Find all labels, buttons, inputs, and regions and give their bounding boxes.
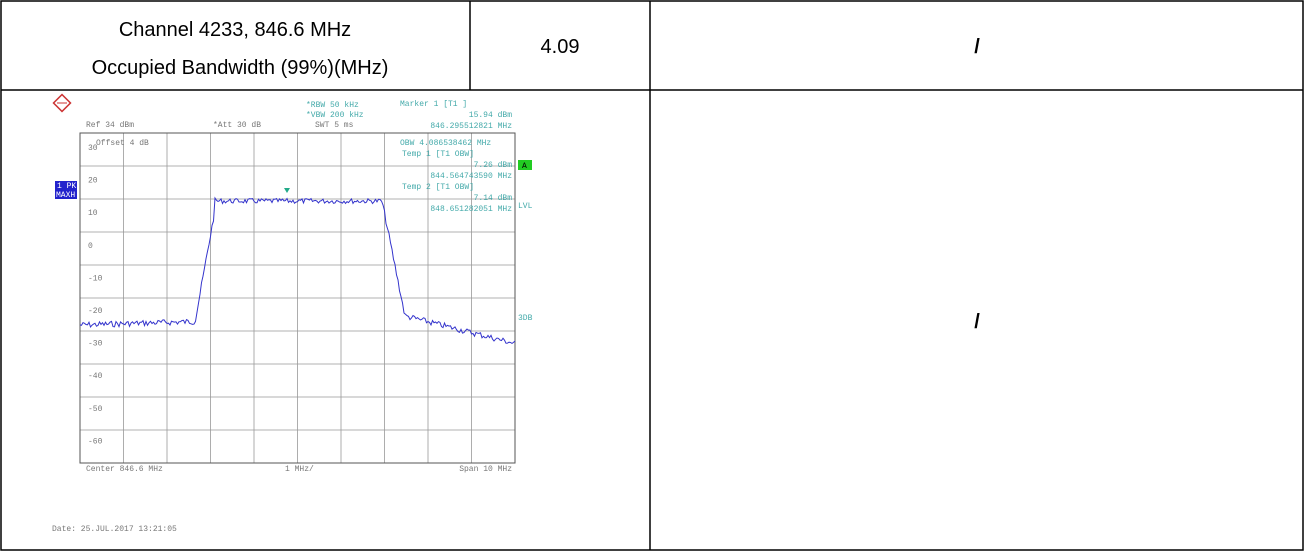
plot-text: 1 PK <box>57 182 76 191</box>
spectrum-grid <box>80 133 515 463</box>
plot-text: 844.564743590 MHz <box>430 172 512 181</box>
plot-text: *RBW 50 kHz <box>306 101 359 110</box>
cell-text: Occupied Bandwidth (99%)(MHz) <box>92 57 389 79</box>
plot-text: LVL <box>518 202 533 211</box>
plot-text: Date: 25.JUL.2017 13:21:05 <box>52 525 177 534</box>
trace-badge <box>55 181 77 199</box>
y-label: 10 <box>88 209 98 218</box>
plot-text: MAXH <box>56 191 75 200</box>
y-label: -50 <box>88 405 103 414</box>
plot-text: Marker 1 [T1 ] <box>400 100 467 109</box>
plot-text: 15.94 dBm <box>469 111 512 120</box>
a-badge <box>518 160 532 170</box>
cell-text: / <box>974 36 980 58</box>
y-label: 30 <box>88 144 98 153</box>
plot-text: 848.651282051 MHz <box>430 205 512 214</box>
plot-text: 3DB <box>518 314 533 323</box>
spectrum-trace <box>79 196 516 344</box>
plot-text: 1 MHz/ <box>285 465 314 474</box>
cell-text: 4.09 <box>541 36 580 58</box>
y-label: -10 <box>88 274 103 283</box>
plot-text: A <box>522 162 527 171</box>
plot-text: 7.26 dBm <box>474 161 513 170</box>
plot-frame <box>79 132 516 464</box>
plot-text: Center 846.6 MHz <box>86 465 163 474</box>
plot-text: SWT 5 ms <box>315 121 354 130</box>
cell-text: / <box>974 311 980 333</box>
plot-text: Temp 1 [T1 OBW] <box>402 150 474 159</box>
y-label: 20 <box>88 177 98 186</box>
plot-text: 7.14 dBm <box>474 194 513 203</box>
y-label: -30 <box>88 340 103 349</box>
y-label: -40 <box>88 372 103 381</box>
plot-text: Span 10 MHz <box>459 465 512 474</box>
y-label: 0 <box>88 242 93 251</box>
plot-text: Temp 2 [T1 OBW] <box>402 183 474 192</box>
marker-1 <box>284 188 290 193</box>
y-label: -20 <box>88 307 103 316</box>
cell-text: Channel 4233, 846.6 MHz <box>119 19 351 41</box>
plot-text: Ref 34 dBm <box>86 121 134 130</box>
plot-text: 846.295512821 MHz <box>430 122 512 131</box>
plot-text: OBW 4.086538462 MHz <box>400 139 491 148</box>
y-label: -60 <box>88 437 103 446</box>
spectrum-logo <box>52 93 72 113</box>
plot-text: *Att 30 dB <box>213 121 261 130</box>
plot-text: Offset 4 dB <box>96 139 149 148</box>
plot-text: *VBW 200 kHz <box>306 111 364 120</box>
